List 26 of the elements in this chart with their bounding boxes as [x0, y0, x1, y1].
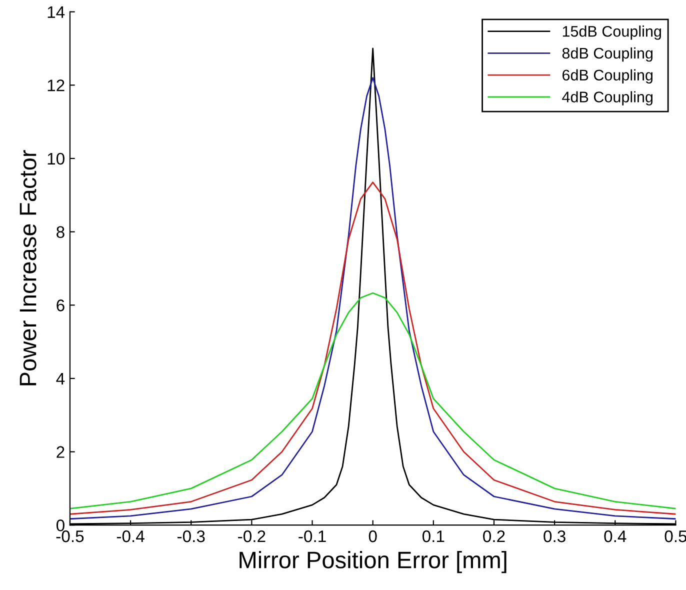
y-tick-label: 8 [56, 226, 64, 238]
y-tick-label: 6 [56, 300, 64, 312]
line-series [70, 182, 676, 515]
x-tick-label: 0.2 [483, 530, 505, 542]
legend-label: 4dB Coupling [562, 91, 652, 106]
y-tick-label: 2 [56, 446, 64, 458]
x-tick-label: 0.3 [544, 530, 566, 542]
x-tick-label: -0.2 [238, 530, 266, 542]
x-axis-title: Mirror Position Error [mm] [240, 551, 506, 574]
x-tick-label: 0.4 [604, 530, 626, 542]
y-axis-title: Power Increase Factor [20, 150, 36, 386]
x-tick-label: -0.5 [56, 530, 84, 542]
line-series [70, 292, 676, 510]
y-tick-label: 14 [48, 6, 65, 18]
x-tick-label: 0.1 [422, 530, 444, 542]
y-tick-label: 12 [48, 80, 64, 92]
y-tick-label: 4 [56, 373, 65, 384]
y-tick-label: 10 [48, 152, 64, 165]
x-tick-label: -0.1 [298, 530, 326, 542]
legend-label: 15dB Coupling [562, 26, 661, 40]
y-tick-label: 0 [56, 520, 64, 532]
legend-label: 6dB Coupling [562, 69, 652, 84]
x-tick-label: 0 [368, 530, 377, 542]
x-tick-label: -0.3 [178, 530, 205, 542]
legend-label: 8dB Coupling [562, 47, 652, 62]
x-tick-label: -0.4 [116, 530, 144, 542]
